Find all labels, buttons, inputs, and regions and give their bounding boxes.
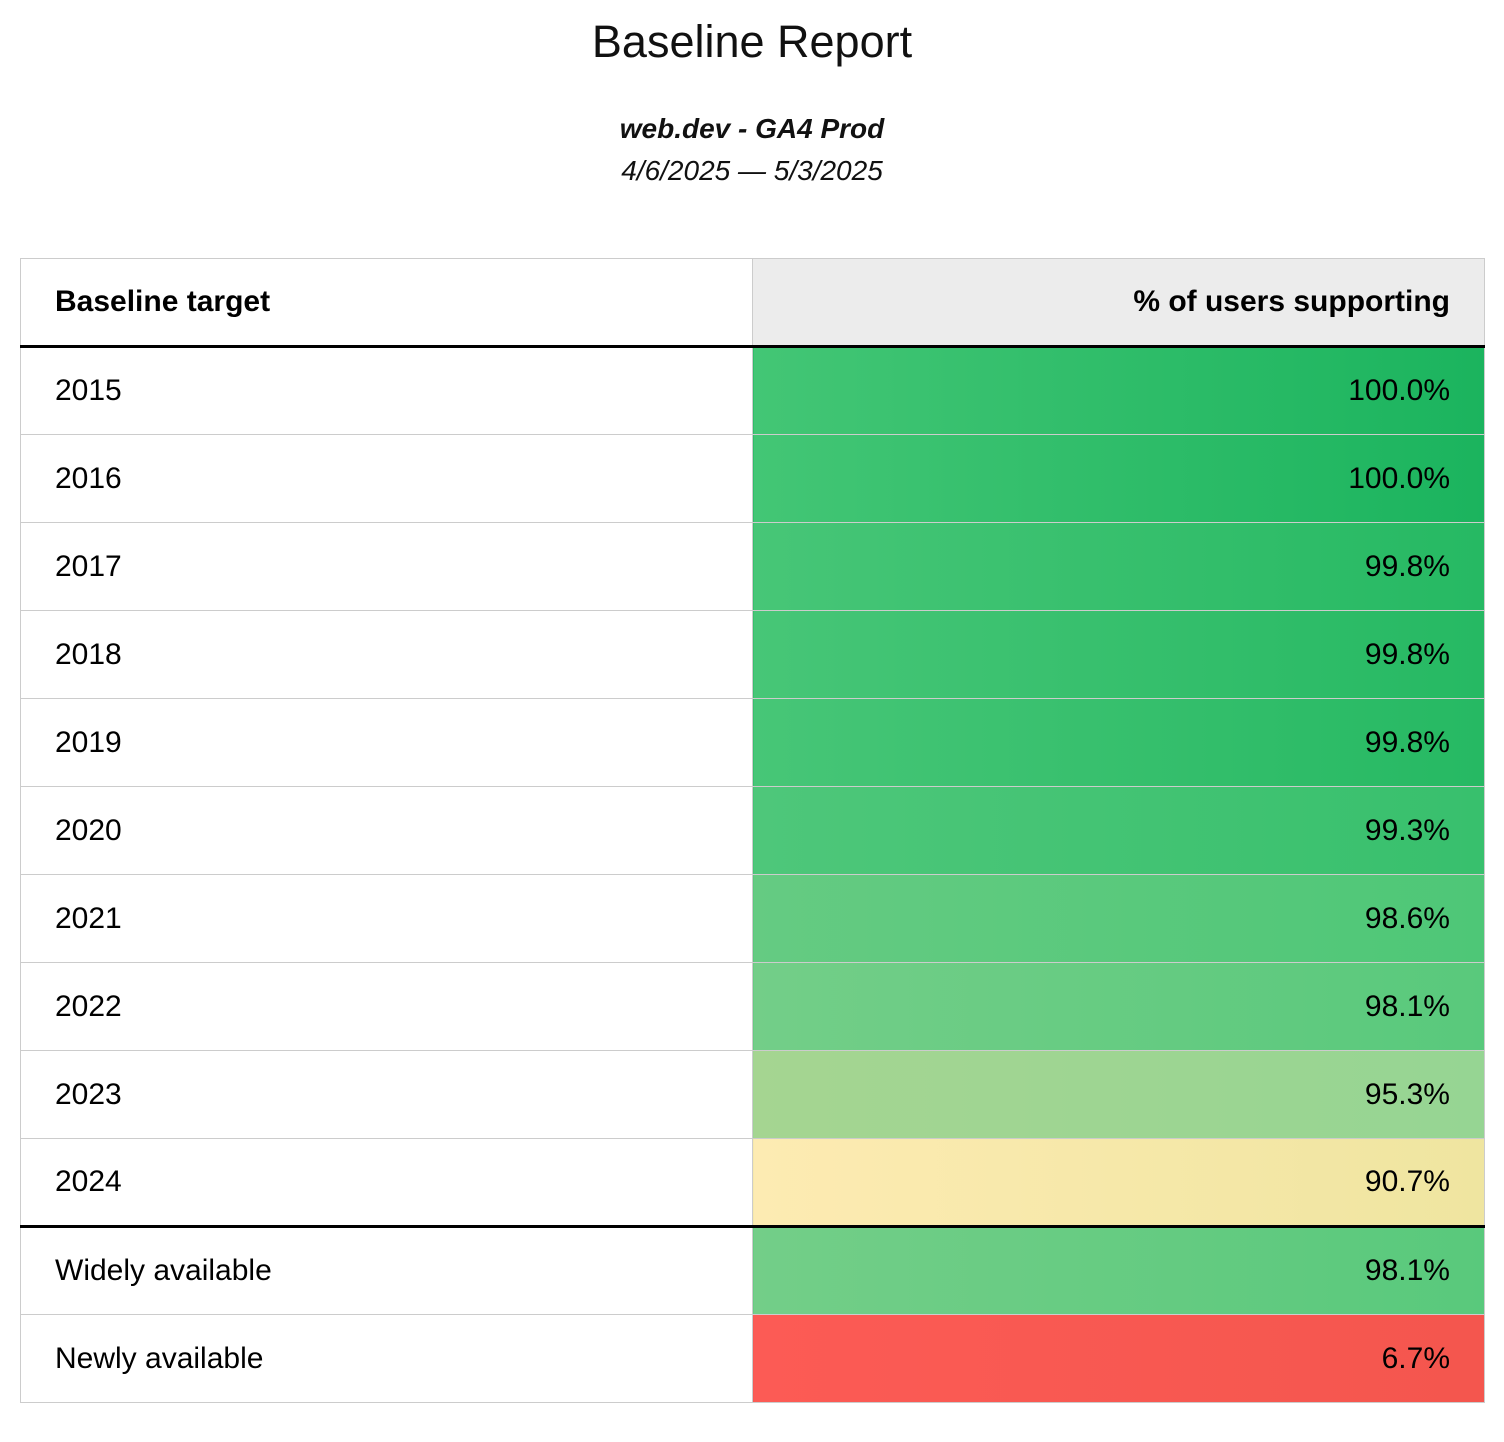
table-row: 2020 99.3% <box>20 786 1485 875</box>
table-row: 2022 98.1% <box>20 962 1485 1051</box>
row-value-cell: 98.1% <box>752 962 1485 1051</box>
row-value-cell: 99.8% <box>752 522 1485 611</box>
row-label-cell: 2015 <box>20 346 753 435</box>
row-label-cell: 2021 <box>20 874 753 963</box>
row-value-cell: 99.3% <box>752 786 1485 875</box>
table-row: Widely available 98.1% <box>20 1226 1485 1315</box>
report-date-range: 4/6/2025 — 5/3/2025 <box>621 155 883 186</box>
table-row: 2021 98.6% <box>20 874 1485 963</box>
table-header-row: Baseline target % of users supporting <box>20 258 1485 348</box>
table-row: 2019 99.8% <box>20 698 1485 787</box>
row-value-cell: 100.0% <box>752 434 1485 523</box>
row-value-cell: 98.1% <box>752 1226 1485 1315</box>
row-value-cell: 90.7% <box>752 1138 1485 1228</box>
row-label-cell: 2018 <box>20 610 753 699</box>
header-cell-users-supporting: % of users supporting <box>752 258 1485 348</box>
row-value-cell: 99.8% <box>752 610 1485 699</box>
table-row: 2018 99.8% <box>20 610 1485 699</box>
page-title: Baseline Report <box>591 16 913 67</box>
row-label-cell: 2019 <box>20 698 753 787</box>
row-value-cell: 99.8% <box>752 698 1485 787</box>
row-label-cell: Widely available <box>20 1226 753 1315</box>
row-label-cell: 2016 <box>20 434 753 523</box>
table-body: 2015 100.0% 2016 100.0% 2017 99.8% 2018 99.8% 20… <box>20 346 1485 1403</box>
row-label-cell: 2020 <box>20 786 753 875</box>
table-row: Newly available 6.7% <box>20 1314 1485 1403</box>
row-label-cell: 2024 <box>20 1138 753 1228</box>
report-subtitle: web.dev - GA4 Prod <box>619 113 885 144</box>
page-header: Baseline Report web.dev - GA4 Prod 4/6/2… <box>0 16 1504 188</box>
row-label-cell: 2023 <box>20 1050 753 1139</box>
header-cell-baseline-target: Baseline target <box>20 258 753 348</box>
baseline-table: Baseline target % of users supporting 20… <box>20 258 1485 1403</box>
row-label-cell: 2022 <box>20 962 753 1051</box>
row-value-cell: 100.0% <box>752 346 1485 435</box>
row-value-cell: 98.6% <box>752 874 1485 963</box>
table-row: 2023 95.3% <box>20 1050 1485 1139</box>
table-row: 2017 99.8% <box>20 522 1485 611</box>
row-value-cell: 95.3% <box>752 1050 1485 1139</box>
row-value-cell: 6.7% <box>752 1314 1485 1403</box>
row-label-cell: 2017 <box>20 522 753 611</box>
table-row: 2015 100.0% <box>20 346 1485 435</box>
table-row: 2024 90.7% <box>20 1138 1485 1228</box>
row-label-cell: Newly available <box>20 1314 753 1403</box>
table-row: 2016 100.0% <box>20 434 1485 523</box>
